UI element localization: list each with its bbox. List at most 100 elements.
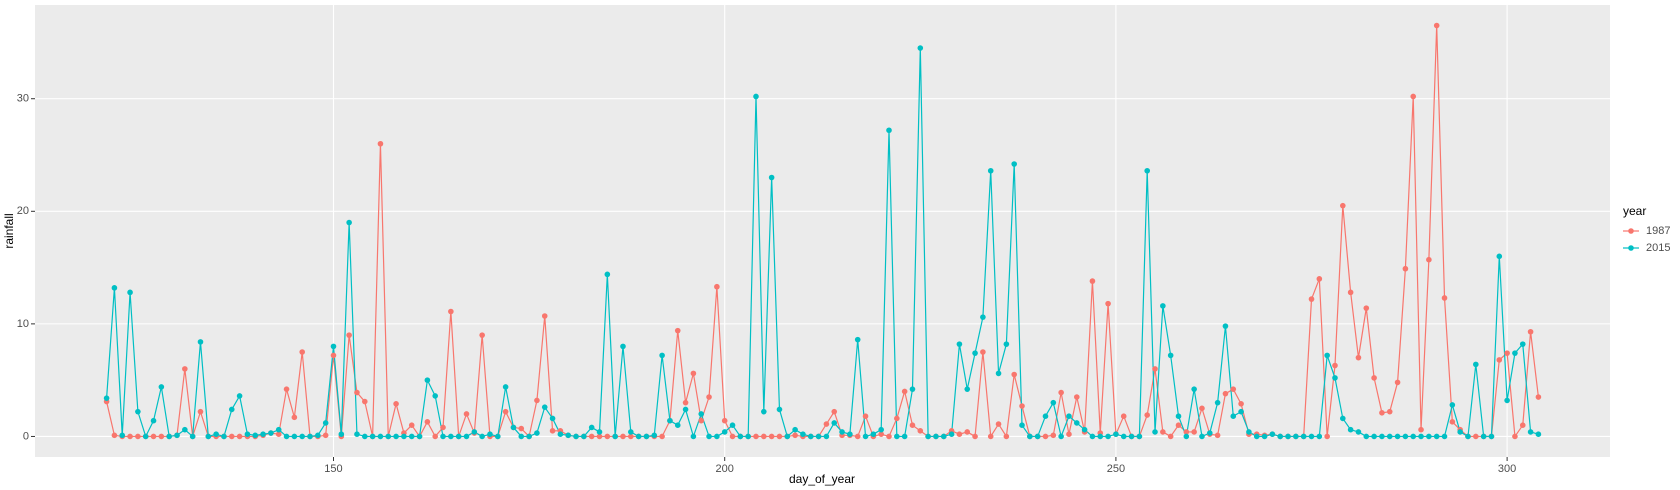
- data-point: [1433, 433, 1440, 440]
- data-point: [213, 431, 219, 438]
- data-point: [502, 384, 509, 390]
- data-point: [221, 433, 227, 440]
- data-point: [291, 433, 298, 440]
- data-point: [1379, 410, 1385, 416]
- data-point: [901, 388, 908, 395]
- data-point: [667, 417, 673, 424]
- data-point: [706, 394, 712, 400]
- data-point: [541, 404, 548, 410]
- data-point: [1324, 352, 1330, 359]
- data-point: [894, 415, 900, 422]
- data-point: [1199, 433, 1205, 440]
- data-point: [1316, 433, 1323, 440]
- data-point: [1332, 375, 1338, 381]
- data-point: [956, 431, 963, 438]
- data-point: [1347, 426, 1354, 433]
- data-point: [377, 433, 384, 440]
- data-point: [1042, 413, 1049, 419]
- data-point: [119, 432, 126, 439]
- data-point: [753, 93, 759, 100]
- data-point: [1386, 433, 1393, 440]
- data-point: [1457, 429, 1463, 435]
- data-point: [745, 433, 751, 440]
- data-point: [776, 433, 783, 440]
- data-point: [831, 420, 838, 426]
- data-point: [706, 433, 712, 440]
- data-point: [440, 433, 446, 440]
- data-point: [682, 406, 689, 413]
- data-point: [980, 314, 986, 320]
- x-axis-title: day_of_year: [789, 472, 855, 486]
- data-point: [424, 377, 431, 383]
- data-point: [612, 433, 618, 440]
- data-point: [1105, 300, 1111, 307]
- data-point: [1394, 433, 1401, 440]
- panel: [35, 5, 1610, 457]
- y-tick-label: 20: [17, 205, 29, 217]
- data-point: [448, 308, 454, 315]
- data-point: [1332, 362, 1338, 369]
- data-point: [1042, 433, 1049, 440]
- data-point: [1402, 265, 1409, 272]
- data-point: [1222, 390, 1229, 397]
- data-point: [1167, 433, 1174, 440]
- data-point: [761, 408, 767, 415]
- data-point: [878, 431, 884, 438]
- data-point: [1293, 433, 1299, 440]
- data-point: [1519, 341, 1526, 347]
- data-point: [494, 433, 501, 440]
- data-point: [1230, 413, 1237, 419]
- data-point: [823, 433, 830, 440]
- data-point: [1261, 433, 1268, 440]
- data-point: [1097, 433, 1104, 440]
- data-point: [596, 429, 603, 435]
- data-point: [737, 433, 744, 440]
- y-axis-title: rainfall: [2, 213, 16, 248]
- data-point: [283, 433, 290, 440]
- data-point: [1175, 422, 1182, 428]
- data-point: [1394, 379, 1401, 386]
- data-point: [354, 431, 360, 438]
- data-point: [698, 417, 705, 424]
- data-point: [322, 420, 329, 426]
- data-point: [768, 174, 775, 181]
- data-point: [189, 433, 196, 440]
- data-point: [1136, 433, 1143, 440]
- data-point: [1449, 402, 1456, 408]
- data-point: [1418, 433, 1424, 440]
- data-point: [1089, 433, 1096, 440]
- data-point: [964, 386, 971, 392]
- data-point: [1535, 394, 1542, 400]
- data-point: [1363, 433, 1370, 440]
- data-point: [1433, 22, 1440, 29]
- data-point: [862, 413, 869, 419]
- data-point: [1355, 429, 1362, 435]
- data-point: [408, 422, 415, 428]
- data-point: [729, 422, 736, 428]
- data-point: [972, 433, 978, 440]
- data-point: [1512, 433, 1518, 440]
- data-point: [197, 339, 204, 345]
- data-point: [541, 313, 548, 319]
- data-point: [1019, 422, 1025, 428]
- data-point: [1183, 433, 1190, 440]
- data-point: [330, 343, 337, 350]
- data-point: [1003, 341, 1010, 347]
- data-point: [205, 433, 212, 440]
- data-point: [980, 349, 986, 355]
- data-point: [1089, 278, 1096, 284]
- data-point: [682, 399, 689, 406]
- data-point: [166, 433, 172, 440]
- data-point: [1535, 431, 1542, 438]
- data-point: [831, 408, 838, 415]
- data-point: [1308, 433, 1315, 440]
- data-point: [643, 433, 650, 440]
- data-point: [792, 426, 798, 433]
- x-tick-label: 300: [1498, 463, 1516, 475]
- data-point: [1230, 386, 1237, 392]
- data-point: [299, 349, 305, 355]
- data-point: [393, 433, 399, 440]
- data-point: [361, 433, 368, 440]
- data-point: [1316, 276, 1323, 282]
